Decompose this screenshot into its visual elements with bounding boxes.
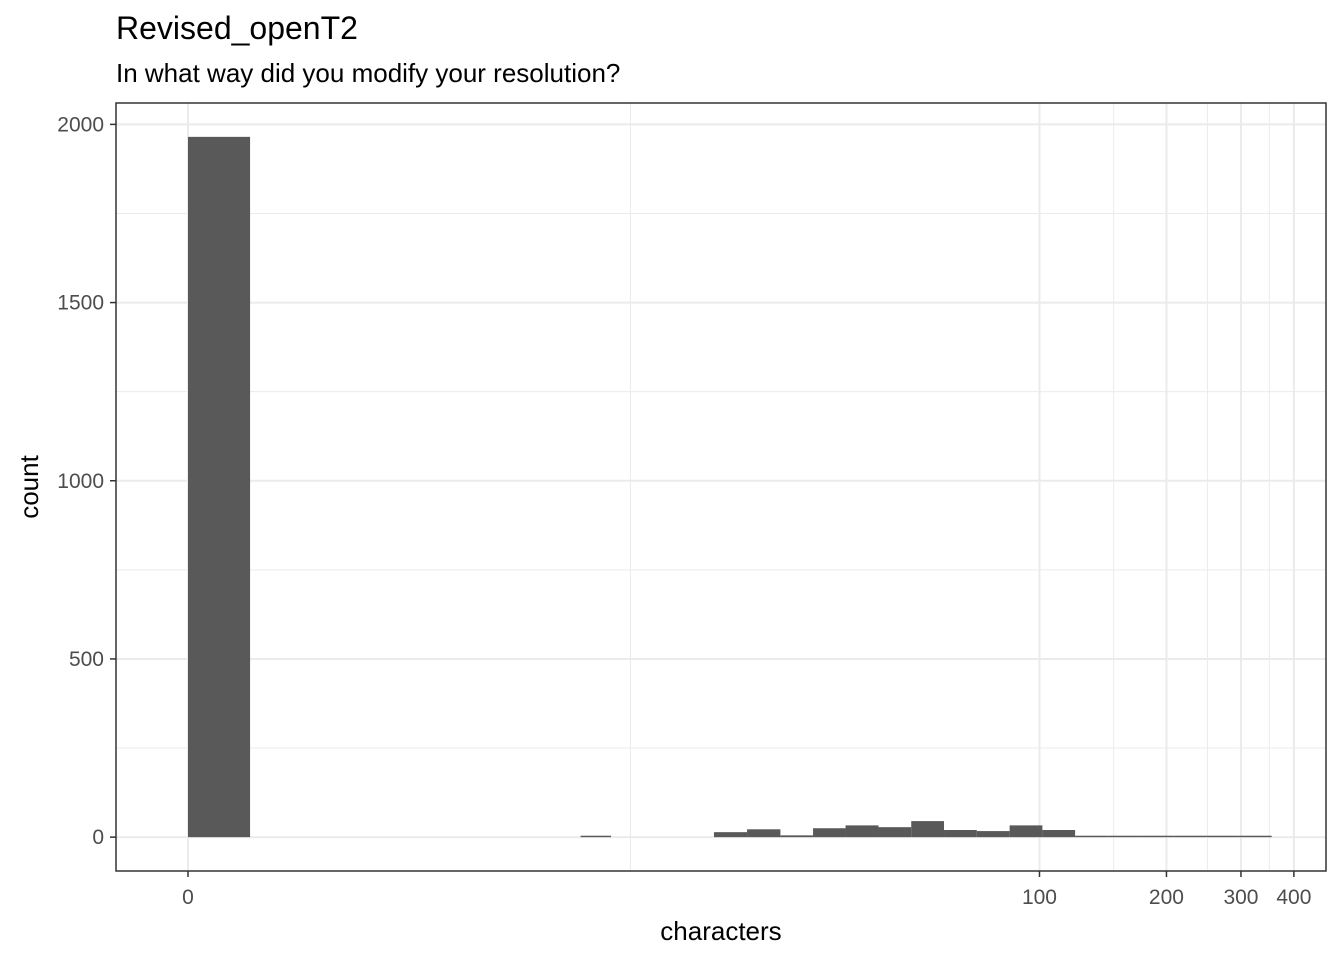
histogram-bar — [813, 828, 846, 838]
grid-major — [116, 103, 1326, 871]
histogram-bar — [1009, 825, 1043, 838]
y-axis-title: count — [14, 454, 44, 518]
y-tick-label: 1000 — [57, 470, 104, 493]
x-tick-label: 0 — [182, 886, 194, 909]
x-tick-label: 200 — [1149, 886, 1184, 909]
histogram-bar — [1173, 835, 1207, 838]
x-axis: 0 100 200 300 400 — [182, 871, 1311, 909]
histogram-bar — [1042, 830, 1076, 838]
y-tick-label: 0 — [92, 826, 104, 849]
x-tick-label: 400 — [1276, 886, 1311, 909]
grid-minor — [116, 103, 1326, 871]
histogram-bar — [878, 827, 912, 838]
histogram-bar — [845, 825, 879, 838]
histogram-bar — [1075, 835, 1108, 838]
y-tick-label: 2000 — [57, 113, 104, 136]
histogram-bar — [1206, 835, 1239, 838]
x-tick-label: 100 — [1022, 886, 1057, 909]
histogram-bar — [944, 830, 977, 838]
chart-subtitle: In what way did you modify your resoluti… — [116, 58, 621, 88]
histogram-bar — [1238, 835, 1272, 838]
y-axis: 0 500 1000 1500 2000 — [57, 113, 116, 849]
histogram-bar — [188, 136, 251, 838]
histogram-bar — [713, 832, 748, 838]
panel-border — [115, 102, 1327, 872]
y-tick-label: 500 — [69, 648, 104, 671]
x-tick-label: 300 — [1223, 886, 1258, 909]
histogram-bar — [976, 831, 1010, 838]
bars — [188, 136, 1272, 838]
histogram-bar — [1107, 835, 1141, 838]
histogram-bar — [911, 821, 945, 838]
histogram-bar — [747, 829, 781, 838]
chart-title: Revised_openT2 — [116, 10, 358, 46]
x-axis-title: characters — [660, 916, 781, 946]
histogram-bar — [580, 835, 611, 838]
histogram-bar — [780, 835, 814, 838]
histogram-bar — [1140, 835, 1174, 838]
y-tick-label: 1500 — [57, 292, 104, 315]
